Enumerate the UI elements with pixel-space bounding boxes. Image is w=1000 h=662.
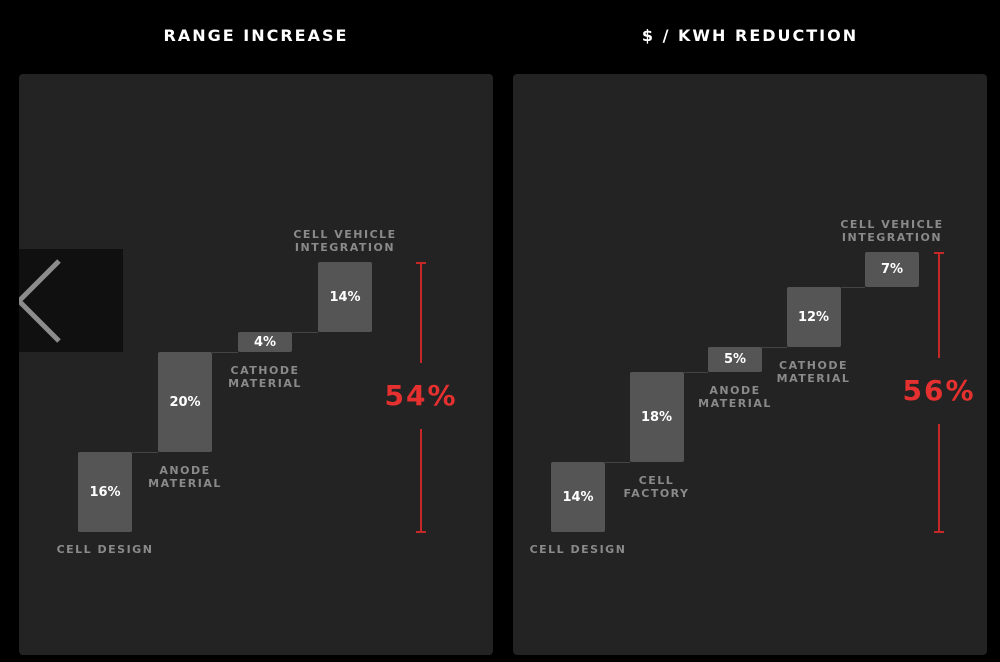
category-label: ANODE MATERIAL: [115, 464, 255, 490]
bar-3: 14%: [318, 262, 372, 332]
category-label-line: CELL DESIGN: [56, 543, 154, 556]
bar-2: 4%: [238, 332, 292, 352]
bar-value-label: 20%: [169, 394, 201, 410]
bar-value-label: 14%: [329, 289, 361, 305]
connector-line: [840, 287, 865, 288]
bar-0: 16%: [78, 452, 132, 532]
chart-title-range: RANGE INCREASE: [163, 26, 349, 45]
category-label: CELL DESIGN: [508, 543, 648, 556]
total-bracket-line: [420, 429, 422, 532]
category-label-line: CELL VEHICLE: [293, 228, 397, 241]
category-label-line: CELL VEHICLE: [840, 218, 944, 231]
category-label-line: MATERIAL: [698, 397, 772, 410]
connector-line: [292, 332, 318, 333]
category-label: CELL FACTORY: [587, 474, 727, 500]
category-label-line: ANODE: [709, 384, 761, 397]
category-label-line: CATHODE: [230, 364, 300, 377]
category-label: CATHODE MATERIAL: [744, 359, 884, 385]
cost-reduction-panel: 14% CELL DESIGN 18% CELL FACTORY 5% ANODE MATER…: [513, 74, 987, 655]
total-bracket-line: [938, 424, 940, 532]
bar-0: 14%: [551, 462, 605, 532]
bar-value-label: 16%: [89, 484, 121, 500]
total-bracket-cap: [934, 531, 944, 533]
total-value-label: 56%: [902, 374, 976, 407]
bar-1: 20%: [158, 352, 212, 452]
chart-title-cost: $ / KWH REDUCTION: [641, 26, 859, 45]
bar-2: 5%: [708, 347, 762, 372]
category-label: CELL VEHICLE INTEGRATION: [822, 218, 962, 244]
connector-line: [605, 462, 630, 463]
category-label-line: MATERIAL: [228, 377, 302, 390]
bar-1: 18%: [629, 372, 684, 462]
category-label-line: MATERIAL: [148, 477, 222, 490]
category-label-line: FACTORY: [623, 487, 690, 500]
total-bracket-line: [938, 252, 940, 358]
connector-line: [762, 347, 787, 348]
bar-value-label: 4%: [253, 334, 277, 350]
category-label-line: MATERIAL: [776, 372, 851, 385]
bar-value-label: 14%: [562, 489, 594, 505]
category-label-line: ANODE: [159, 464, 211, 477]
bar-value-label: 12%: [797, 309, 830, 325]
category-label: CELL DESIGN: [35, 543, 175, 556]
category-label: CELL VEHICLE INTEGRATION: [275, 228, 415, 254]
total-bracket-cap: [416, 531, 426, 533]
bar-value-label: 7%: [880, 262, 904, 277]
bar-4: 7%: [865, 252, 919, 287]
connector-line: [683, 372, 708, 373]
total-bracket-line: [420, 262, 422, 363]
category-label-line: CELL DESIGN: [529, 543, 627, 556]
back-button[interactable]: [15, 249, 123, 352]
category-label-line: CATHODE: [779, 359, 848, 372]
total-bracket-cap: [934, 252, 944, 254]
bar-value-label: 18%: [640, 409, 673, 425]
total-bracket-cap: [416, 262, 426, 264]
category-label-line: INTEGRATION: [841, 231, 943, 244]
bar-3: 12%: [786, 287, 841, 347]
chevron-left-icon: [15, 259, 61, 343]
bar-value-label: 5%: [723, 352, 747, 367]
category-label-line: INTEGRATION: [294, 241, 396, 254]
category-label: CATHODE MATERIAL: [195, 364, 335, 390]
range-increase-panel: 16% CELL DESIGN 20% ANODE MATERIAL 4% CATHODE M…: [19, 74, 493, 655]
connector-line: [132, 452, 158, 453]
category-label-line: CELL: [638, 474, 675, 487]
category-label: ANODE MATERIAL: [665, 384, 805, 410]
total-value-label: 54%: [384, 379, 458, 412]
connector-line: [212, 352, 238, 353]
